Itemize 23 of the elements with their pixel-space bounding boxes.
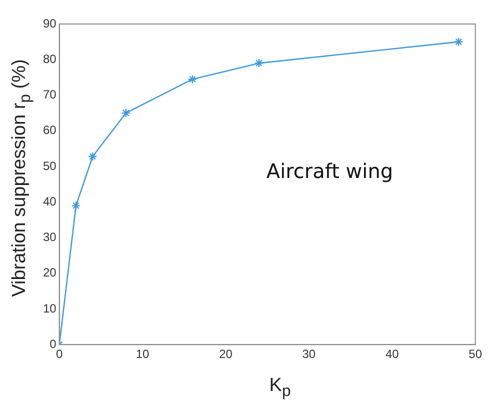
y-tick-label: 80 <box>42 52 57 66</box>
y-tick-label: 0 <box>50 336 57 351</box>
point <box>88 152 98 162</box>
x-tick-label: 20 <box>219 347 233 362</box>
point <box>188 74 198 84</box>
x-axis-title: K$_{p}$ <box>269 375 291 401</box>
point <box>121 108 131 118</box>
x-tick-label: 40 <box>385 347 400 362</box>
y-tick-label: 90 <box>42 16 57 30</box>
point <box>71 201 81 210</box>
point <box>254 58 264 68</box>
x-tick-label: 50 <box>468 347 482 362</box>
y-tick-label: 30 <box>42 230 57 244</box>
y-tick-label: 40 <box>42 194 57 208</box>
x-tick-label: 10 <box>136 347 150 362</box>
y-tick-label: 20 <box>42 266 57 280</box>
point <box>454 37 464 46</box>
annotation: Aircraft wing <box>266 158 394 183</box>
x-tick-label: 30 <box>302 347 316 362</box>
y-tick-label: 10 <box>42 301 57 316</box>
y-tick-label: 50 <box>42 158 57 173</box>
y-tick-label: 60 <box>42 123 57 138</box>
y-tick-label: 70 <box>42 88 57 102</box>
